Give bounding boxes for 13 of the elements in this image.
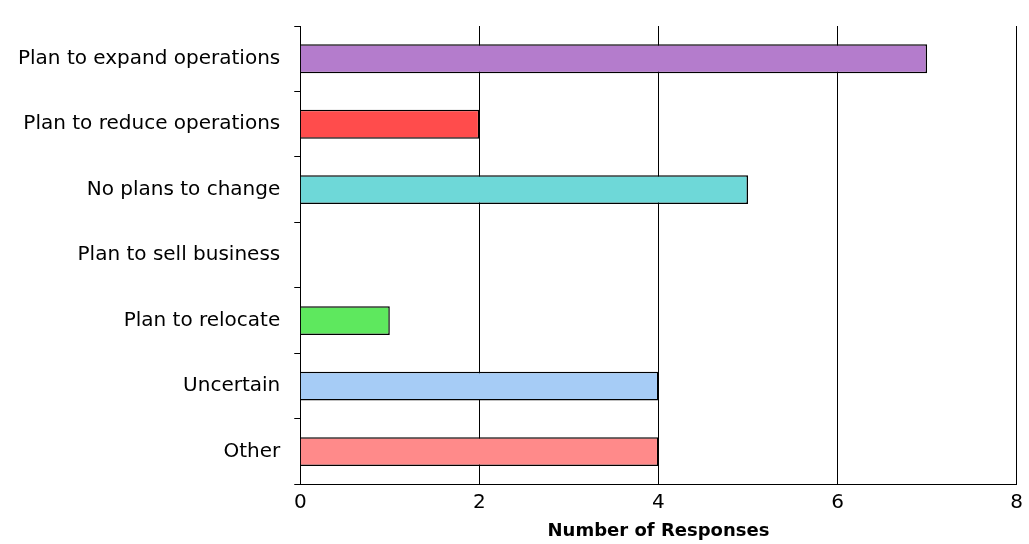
x-tick-label: 4 [652,488,665,513]
y-tick-label: No plans to change [86,175,281,200]
x-tick-label: 8 [1010,488,1023,513]
y-tick-label: Plan to expand operations [17,44,281,69]
y-tick-label: Uncertain [183,372,281,397]
x-tick-label: 0 [293,488,307,513]
x-axis-title: Number of Responses [547,518,770,540]
y-tick-label: Other [223,437,282,462]
y-tick-label: Plan to relocate [123,306,281,331]
y-tick-label: Plan to sell business [77,241,281,266]
y-tick-label: Plan to reduce operations [23,110,281,135]
x-tick-label: 2 [472,488,486,513]
x-tick-label: 6 [831,488,844,513]
